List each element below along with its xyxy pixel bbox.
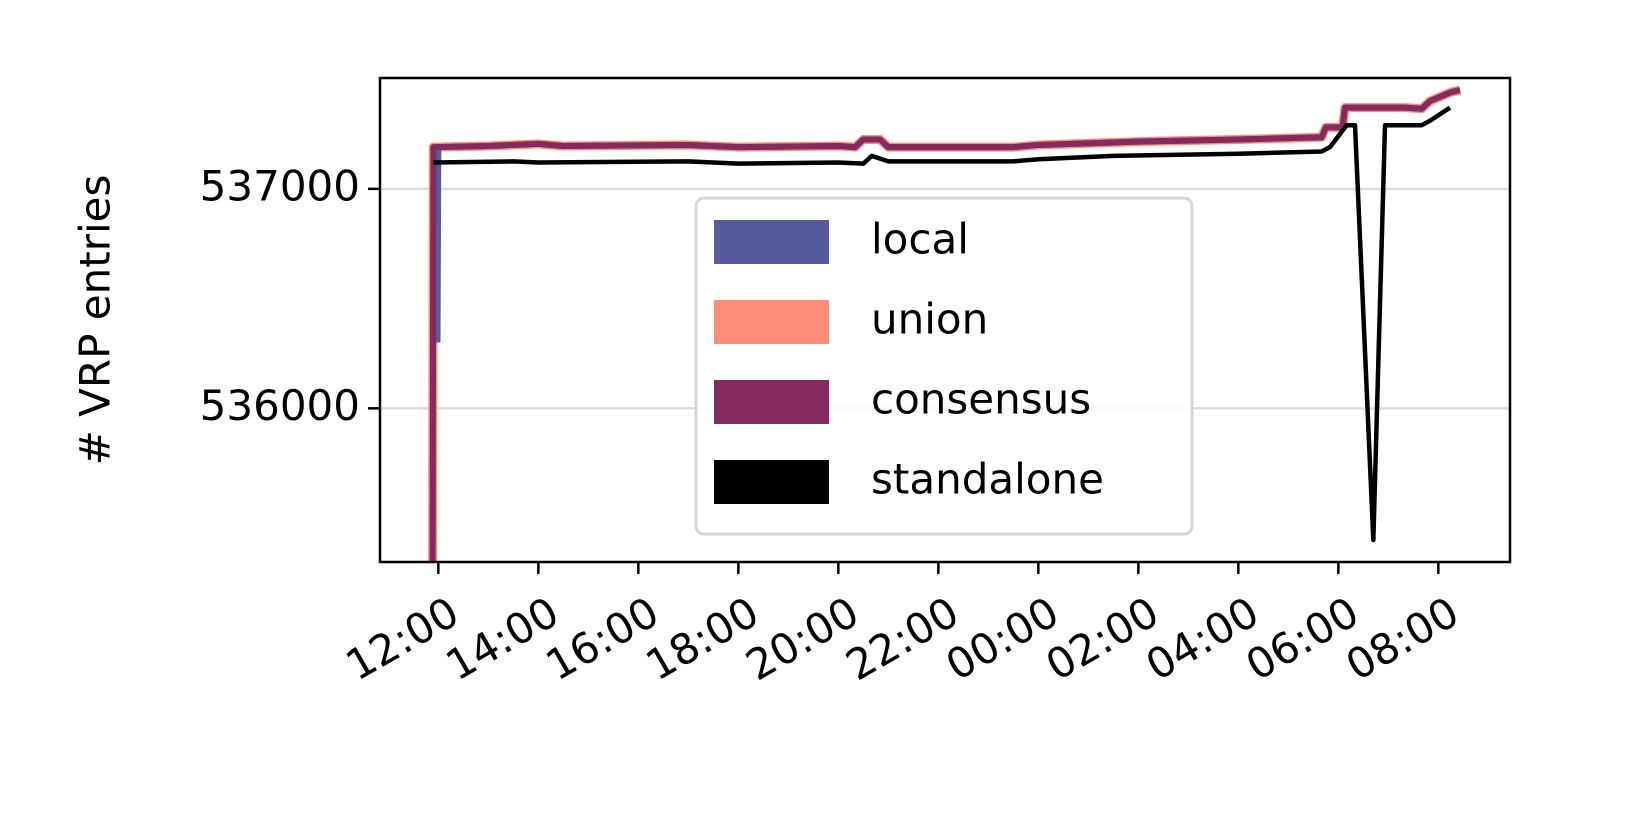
y-tick-label: 536000 [200, 381, 360, 430]
x-tick-label: 08:00 [1338, 587, 1467, 690]
legend-box [694, 196, 1194, 536]
legend-swatch [714, 380, 829, 424]
x-tick-label: 12:00 [338, 587, 467, 690]
x-tick-label: 02:00 [1038, 587, 1167, 690]
x-tick-label: 16:00 [538, 587, 667, 690]
plot-frame [378, 76, 1512, 564]
legend-label: consensus [871, 375, 1091, 424]
legend-swatch [714, 300, 829, 344]
series-line [429, 87, 1461, 562]
legend-label: standalone [871, 455, 1104, 504]
series-line [433, 105, 1452, 543]
legend-label: union [871, 295, 988, 344]
x-tick-label: 18:00 [638, 587, 767, 690]
x-tick-label: 00:00 [938, 587, 1067, 690]
y-axis-label: # VRP entries [71, 175, 120, 466]
x-tick-label: 22:00 [838, 587, 967, 690]
y-tick-label: 537000 [200, 161, 360, 210]
x-tick-label: 14:00 [438, 587, 567, 690]
legend-swatch [714, 220, 829, 264]
x-tick-label: 04:00 [1138, 587, 1267, 690]
legend-label: local [871, 215, 969, 264]
plot-lines [428, 85, 1462, 562]
legend-swatch [714, 460, 829, 504]
legend: local union consensus standalone [694, 196, 1194, 536]
x-tick-label: 20:00 [738, 587, 867, 690]
x-tick-label: 06:00 [1238, 587, 1367, 690]
